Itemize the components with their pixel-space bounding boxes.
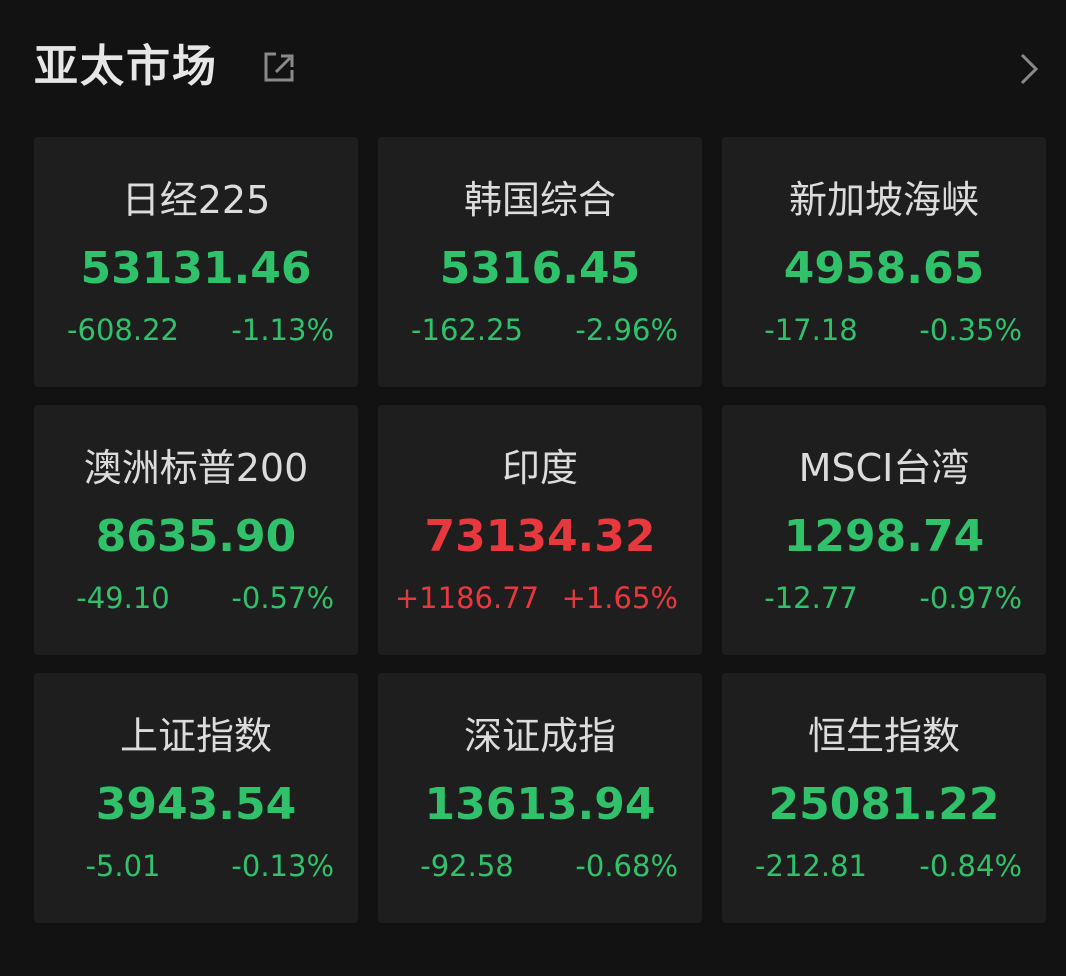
- section-title: 亚太市场: [34, 41, 218, 92]
- index-name: 恒生指数: [807, 714, 960, 758]
- index-card[interactable]: 恒生指数 25081.22 -212.81 -0.84%: [722, 673, 1046, 923]
- index-card[interactable]: 印度 73134.32 +1186.77 +1.65%: [378, 405, 702, 655]
- index-price: 4958.65: [783, 243, 985, 294]
- index-name: 上证指数: [119, 714, 272, 758]
- index-name: 日经225: [121, 178, 271, 222]
- index-card[interactable]: MSCI台湾 1298.74 -12.77 -0.97%: [722, 405, 1046, 655]
- index-change: -212.81: [755, 849, 867, 883]
- index-change: -92.58: [420, 849, 514, 883]
- index-card[interactable]: 深证成指 13613.94 -92.58 -0.68%: [378, 673, 702, 923]
- index-name: 新加坡海峡: [788, 178, 979, 222]
- index-change: -608.22: [67, 313, 179, 347]
- index-change: -162.25: [411, 313, 523, 347]
- index-percent: -0.84%: [919, 849, 1022, 883]
- index-change: -12.77: [764, 581, 858, 615]
- more-chevron[interactable]: [1018, 52, 1040, 86]
- share-icon[interactable]: [262, 50, 296, 84]
- index-price: 13613.94: [424, 779, 656, 830]
- index-name: 韩国综合: [463, 178, 616, 222]
- index-card[interactable]: 澳洲标普200 8635.90 -49.10 -0.57%: [34, 405, 358, 655]
- index-price: 5316.45: [439, 243, 641, 294]
- index-price: 53131.46: [80, 243, 312, 294]
- index-price: 8635.90: [95, 511, 297, 562]
- index-name: MSCI台湾: [798, 446, 970, 490]
- index-name: 深证成指: [463, 714, 616, 758]
- index-percent: -0.13%: [231, 849, 334, 883]
- index-name: 澳洲标普200: [83, 446, 309, 490]
- index-change: +1186.77: [394, 581, 540, 615]
- index-price: 25081.22: [768, 779, 1000, 830]
- index-card[interactable]: 新加坡海峡 4958.65 -17.18 -0.35%: [722, 137, 1046, 387]
- index-change: -49.10: [76, 581, 170, 615]
- index-percent: -1.13%: [231, 313, 334, 347]
- index-card[interactable]: 日经225 53131.46 -608.22 -1.13%: [34, 137, 358, 387]
- index-percent: -0.57%: [231, 581, 334, 615]
- index-percent: +1.65%: [561, 581, 678, 615]
- index-percent: -2.96%: [575, 313, 678, 347]
- index-change: -5.01: [85, 849, 161, 883]
- index-percent: -0.97%: [919, 581, 1022, 615]
- index-price: 1298.74: [783, 511, 985, 562]
- index-percent: -0.68%: [575, 849, 678, 883]
- index-card[interactable]: 韩国综合 5316.45 -162.25 -2.96%: [378, 137, 702, 387]
- index-price: 3943.54: [95, 779, 297, 830]
- index-price: 73134.32: [424, 511, 656, 562]
- index-change: -17.18: [764, 313, 858, 347]
- index-name: 印度: [501, 446, 578, 490]
- index-percent: -0.35%: [919, 313, 1022, 347]
- index-card[interactable]: 上证指数 3943.54 -5.01 -0.13%: [34, 673, 358, 923]
